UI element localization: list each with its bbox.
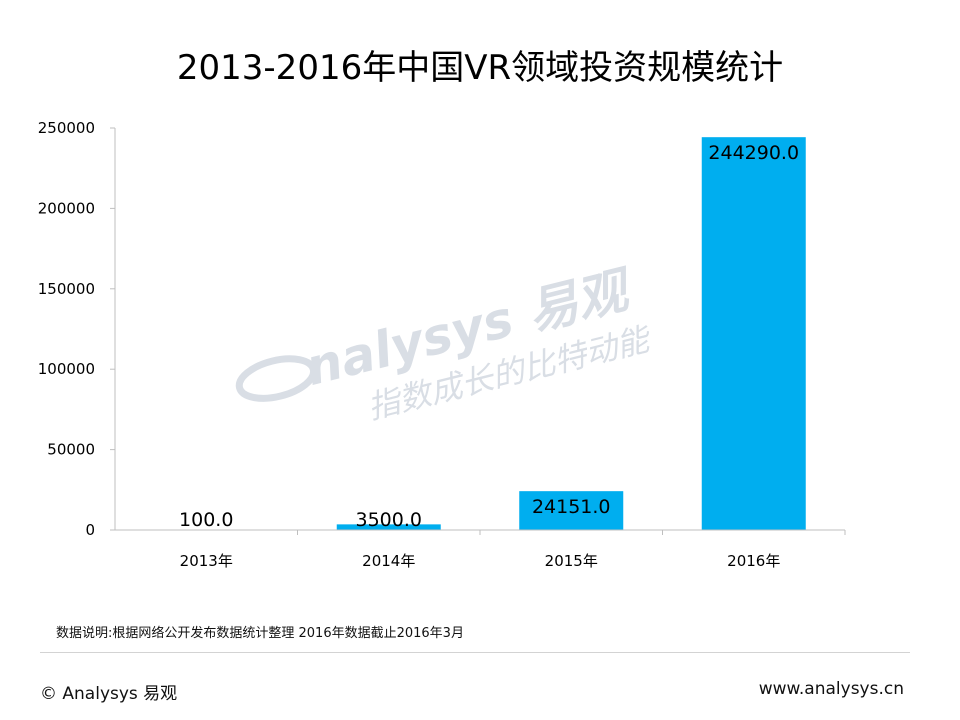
footer-divider xyxy=(40,652,910,653)
y-tick-label: 50000 xyxy=(47,441,95,459)
x-tick-label: 2014年 xyxy=(362,552,415,570)
y-tick-label: 0 xyxy=(85,521,95,539)
x-tick-label: 2015年 xyxy=(545,552,598,570)
data-source-note: 数据说明:根据网络公开发布数据统计整理 2016年数据截止2016年3月 xyxy=(56,626,464,641)
data-label: 3500.0 xyxy=(356,509,422,531)
y-tick-label: 250000 xyxy=(38,119,95,137)
data-label: 24151.0 xyxy=(532,496,611,518)
data-labels-group: 100.0 3500.0 24151.0 244290.0 xyxy=(179,142,799,531)
watermark: nalysys 易观 指数成长的比特动能 xyxy=(235,260,655,427)
y-tick-label: 200000 xyxy=(38,199,95,217)
website-url: www.analysys.cn xyxy=(758,679,904,699)
bar xyxy=(336,524,441,530)
data-label: 100.0 xyxy=(179,509,233,531)
x-ticks-group: 2013年 2014年 2015年 2016年 xyxy=(180,530,846,570)
data-label: 244290.0 xyxy=(708,142,799,164)
watermark-logo-mark xyxy=(235,355,318,402)
bar xyxy=(519,491,624,530)
copyright-brand: © Analysys 易观 xyxy=(40,684,178,704)
y-tick-label: 100000 xyxy=(38,360,95,378)
bar xyxy=(701,137,806,530)
y-ticks-group: 0 50000 100000 150000 200000 250000 xyxy=(38,119,115,539)
y-tick-label: 150000 xyxy=(38,280,95,298)
x-tick-label: 2013年 xyxy=(180,552,233,570)
x-tick-label: 2016年 xyxy=(727,552,780,570)
chart-title: 2013-2016年中国VR领域投资规模统计 xyxy=(176,48,784,88)
bars-group xyxy=(154,137,806,530)
